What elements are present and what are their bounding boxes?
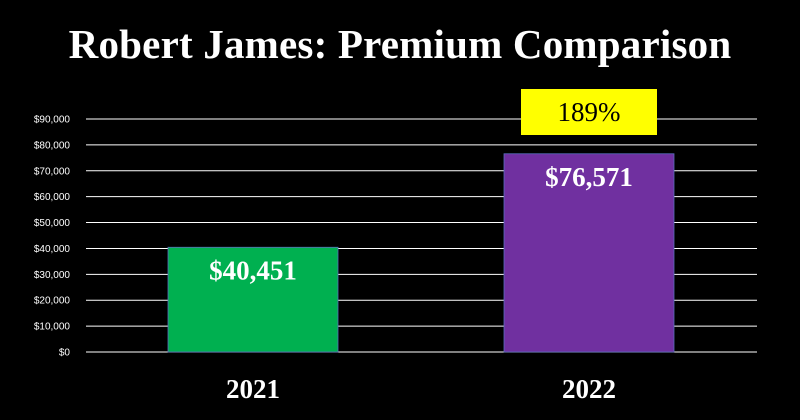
- y-tick-label: $10,000: [34, 322, 71, 333]
- y-tick-label: $50,000: [34, 218, 71, 229]
- x-tick-label: 2022: [562, 374, 616, 404]
- y-tick-label: $0: [59, 348, 71, 359]
- chart-title: Robert James: Premium Comparison: [68, 21, 732, 67]
- y-axis-ticks: $0 $10,000 $20,000 $30,000 $40,000 $50,000 $60…: [34, 115, 71, 359]
- y-tick-label: $20,000: [34, 296, 71, 307]
- callout-label: 189%: [558, 97, 621, 127]
- y-tick-label: $70,000: [34, 166, 71, 177]
- y-tick-label: $80,000: [34, 140, 71, 151]
- y-tick-label: $90,000: [34, 115, 71, 126]
- bar-value-label: $76,571: [545, 162, 633, 192]
- annotation: 189%: [521, 89, 657, 135]
- bars: $40,451 $76,571: [167, 153, 675, 353]
- y-tick-label: $30,000: [34, 270, 71, 281]
- x-tick-label: 2021: [226, 374, 280, 404]
- bar-value-label: $40,451: [209, 255, 297, 285]
- x-axis-ticks: 2021 2022: [226, 374, 616, 404]
- bar-2022: [503, 153, 675, 353]
- bar-2021: [167, 246, 339, 353]
- y-tick-label: $40,000: [34, 244, 71, 255]
- y-tick-label: $60,000: [34, 192, 71, 203]
- callout-box: [521, 89, 657, 135]
